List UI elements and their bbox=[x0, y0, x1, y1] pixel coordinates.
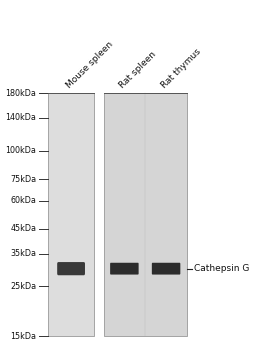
Bar bbox=[104, 93, 187, 336]
Text: Rat thymus: Rat thymus bbox=[160, 47, 203, 90]
Text: 180kDa: 180kDa bbox=[5, 89, 36, 98]
Text: 25kDa: 25kDa bbox=[10, 282, 36, 291]
Text: 35kDa: 35kDa bbox=[10, 249, 36, 258]
FancyBboxPatch shape bbox=[57, 262, 85, 275]
FancyBboxPatch shape bbox=[152, 263, 180, 274]
Text: 100kDa: 100kDa bbox=[5, 146, 36, 155]
Text: Cathepsin G: Cathepsin G bbox=[194, 264, 249, 273]
Text: 45kDa: 45kDa bbox=[10, 224, 36, 233]
Text: 15kDa: 15kDa bbox=[10, 332, 36, 341]
Text: 75kDa: 75kDa bbox=[10, 175, 36, 183]
Text: 60kDa: 60kDa bbox=[11, 196, 36, 205]
Bar bbox=[48, 93, 94, 336]
Text: Rat spleen: Rat spleen bbox=[118, 50, 158, 90]
Text: Mouse spleen: Mouse spleen bbox=[65, 40, 115, 90]
FancyBboxPatch shape bbox=[110, 263, 139, 274]
Text: 140kDa: 140kDa bbox=[5, 113, 36, 122]
